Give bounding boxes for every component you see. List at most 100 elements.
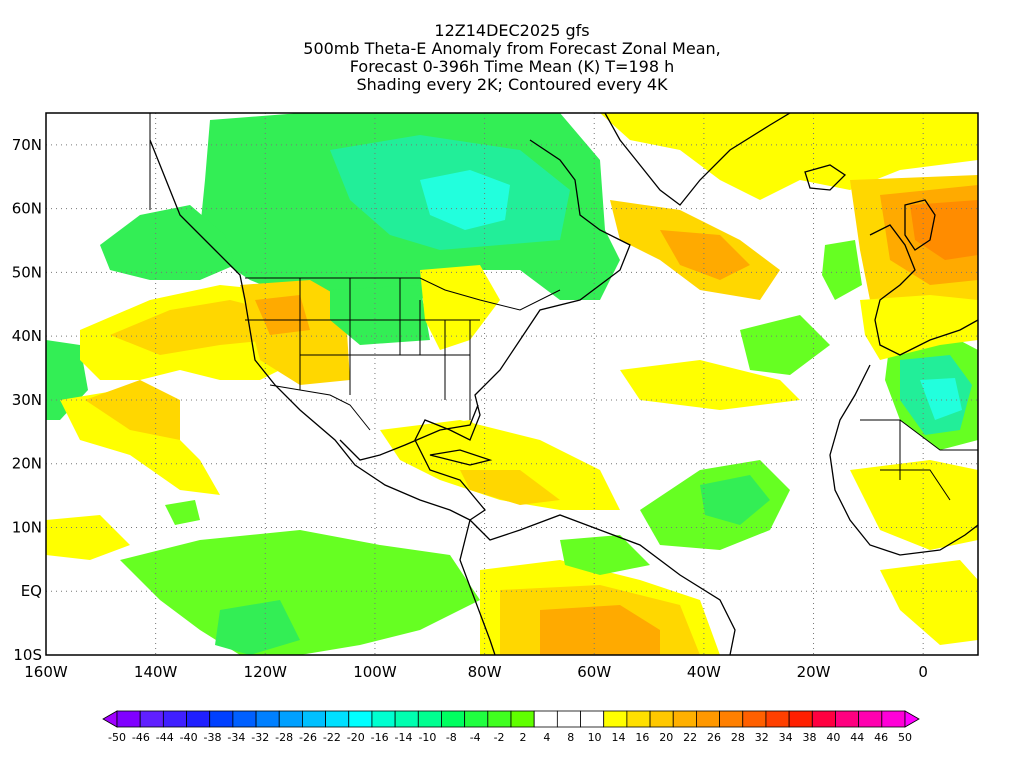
colorbar-tick-label: 40	[826, 731, 840, 744]
colorbar-tick-label: 22	[683, 731, 697, 744]
colorbar-tick-label: 34	[779, 731, 793, 744]
sahara-cyan-anomaly	[920, 378, 962, 420]
colorbar	[102, 710, 920, 728]
longitude-tick-label: 40W	[687, 663, 721, 681]
colorbar-tick-label: 2	[519, 731, 526, 744]
colorbar-tick-label: -22	[323, 731, 341, 744]
iberia-positive-anomaly	[860, 295, 978, 360]
hudson-cyan-anomaly	[420, 170, 510, 230]
colorbar-min-arrow	[102, 710, 118, 728]
colorbar-swatch	[325, 710, 350, 728]
longitude-tick-label: 60W	[577, 663, 611, 681]
us-state-lines	[245, 278, 480, 420]
colorbar-swatch	[232, 710, 257, 728]
colorbar-swatch	[464, 710, 489, 728]
africa-coastline	[829, 364, 978, 556]
longitude-tick-label: 160W	[24, 663, 68, 681]
colorbar-swatch	[696, 710, 720, 728]
colorbar-tick-label: -26	[299, 731, 317, 744]
tropical-pacific-streak-1	[60, 390, 220, 495]
colorbar-max-arrow	[904, 710, 920, 728]
colorbar-swatch	[626, 710, 651, 728]
colorbar-swatch	[302, 710, 326, 728]
colorbar-tick-label: -32	[251, 731, 269, 744]
colorbar-tick-label: -14	[395, 731, 413, 744]
colorbar-swatch	[765, 710, 790, 728]
latitude-tick-labels: 70N 60N 50N 40N 30N 20N 10N EQ 10S	[12, 136, 42, 664]
colorbar-swatch	[139, 710, 164, 728]
longitude-tick-label: 100W	[353, 663, 397, 681]
colorbar-swatch	[487, 710, 512, 728]
title-line-1: 12Z14DEC2025 gfs	[434, 21, 590, 40]
political-boundaries	[149, 113, 978, 501]
longitude-tick-label: 80W	[468, 663, 502, 681]
colorbar-tick-label: 28	[731, 731, 745, 744]
east-pacific-negative-anomaly	[120, 530, 480, 655]
coastlines	[149, 113, 978, 655]
great-lakes-positive-anomaly	[420, 265, 500, 350]
us-mexico-border	[269, 384, 371, 431]
colorbar-tick-label: -4	[470, 731, 481, 744]
latitude-tick-label: EQ	[21, 582, 42, 600]
map-frame	[45, 112, 979, 656]
north-atlantic-orange-anomaly	[660, 230, 750, 280]
colorbar-swatch	[186, 710, 211, 728]
iceland-coastline	[804, 164, 847, 191]
latitude-tick-label: 40N	[12, 327, 42, 345]
title-line-4: Shading every 2K; Contoured every 4K	[356, 75, 668, 94]
colorbar-swatch	[649, 710, 674, 728]
colorbar-tick-label: -34	[227, 731, 245, 744]
colorbar-tick-label: 50	[898, 731, 912, 744]
colorbar-swatch	[858, 710, 883, 728]
colorbar-tick-label: 32	[755, 731, 769, 744]
tropical-pacific-streak-2	[85, 380, 180, 440]
colorbar-tick-label: 14	[611, 731, 625, 744]
colorbar-swatch	[881, 710, 906, 728]
colorbar-tick-label: -50	[108, 731, 126, 744]
colorbar-tick-label: -16	[371, 731, 389, 744]
equatorial-positive-band	[46, 515, 130, 560]
latitude-tick-label: 50N	[12, 263, 42, 281]
colorbar-tick-label: 20	[659, 731, 673, 744]
tropical-pacific-green-blob	[165, 500, 200, 525]
longitude-tick-labels: 160W 140W 120W 100W 80W 60W 40W 20W 0	[24, 663, 928, 681]
colorbar-tick-label: 16	[635, 731, 649, 744]
africa-borders	[860, 419, 978, 501]
colorbar-tick-label: -46	[132, 731, 150, 744]
greenland-positive-anomaly	[600, 113, 978, 200]
colorbar-tick-label: -28	[275, 731, 293, 744]
colorbar-swatch	[394, 710, 419, 728]
colorbar-tick-label: -40	[180, 731, 198, 744]
anomaly-shading-layer	[46, 113, 978, 655]
colorbar-swatch	[719, 710, 744, 728]
alaska-negative-anomaly	[100, 205, 235, 280]
colorbar-tick-label: -8	[446, 731, 457, 744]
colorbar-swatch	[672, 710, 697, 728]
subtropical-atlantic-positive-band	[620, 360, 800, 410]
latitude-tick-label: 60N	[12, 200, 42, 218]
western-us-orange-anomaly	[255, 295, 310, 335]
colorbar-swatch	[371, 710, 396, 728]
europe-dark-orange-anomaly	[910, 200, 978, 260]
longitude-tick-label: 0	[918, 663, 928, 681]
colorbar-tick-label: -10	[418, 731, 436, 744]
latitude-tick-label: 20N	[12, 455, 42, 473]
pacific-orange-band	[110, 300, 270, 355]
colorbar-tick-label: 44	[850, 731, 864, 744]
latitude-tick-label: 30N	[12, 391, 42, 409]
cuba-coastline	[429, 449, 493, 466]
greenland-coastline	[604, 113, 791, 206]
europe-coastline	[869, 224, 978, 356]
south-america-dark-orange-anomaly	[540, 605, 660, 655]
south-america-coastline	[459, 514, 736, 655]
latitude-tick-label: 70N	[12, 136, 42, 154]
east-pacific-green-core	[215, 600, 300, 655]
colorbar-swatch	[162, 710, 187, 728]
west-atlantic-green-anomaly	[740, 315, 830, 375]
colorbar-swatch	[835, 710, 860, 728]
colorbar-tick-label: -44	[156, 731, 174, 744]
title-line-3: Forecast 0-396h Time Mean (K) T=198 h	[349, 57, 675, 76]
gulf-coast	[339, 404, 479, 461]
colorbar-swatch	[417, 710, 442, 728]
ne-atlantic-green-anomaly	[822, 240, 862, 300]
